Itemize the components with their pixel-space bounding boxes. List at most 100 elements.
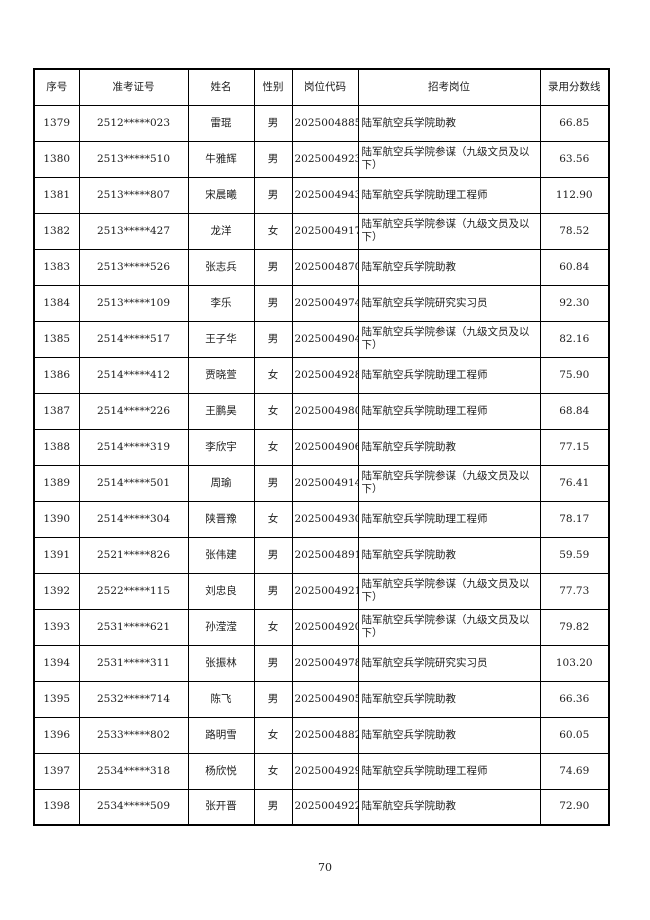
seq-cell: 1390 bbox=[33, 500, 80, 538]
exam-id-cell: 2522*****115 bbox=[78, 572, 189, 610]
gender-cell: 女 bbox=[253, 716, 293, 754]
score-cell: 103.20 bbox=[539, 644, 610, 682]
position-cell: 陆军航空兵学院助理工程师 bbox=[357, 176, 541, 214]
exam-id-cell: 2514*****412 bbox=[78, 356, 189, 394]
code-cell: 2025004885 bbox=[291, 104, 359, 142]
position-cell: 陆军航空兵学院助理工程师 bbox=[357, 356, 541, 394]
name-cell: 张志兵 bbox=[187, 248, 255, 286]
gender-cell: 男 bbox=[253, 140, 293, 178]
col-header-position: 招考岗位 bbox=[357, 68, 541, 106]
exam-id-cell: 2513*****510 bbox=[78, 140, 189, 178]
exam-id-cell: 2533*****802 bbox=[78, 716, 189, 754]
gender-cell: 男 bbox=[253, 572, 293, 610]
seq-cell: 1380 bbox=[33, 140, 80, 178]
name-cell: 宋晨曦 bbox=[187, 176, 255, 214]
code-cell: 2025004914 bbox=[291, 464, 359, 502]
seq-cell: 1394 bbox=[33, 644, 80, 682]
position-cell: 陆军航空兵学院助理工程师 bbox=[357, 392, 541, 430]
score-cell: 78.17 bbox=[539, 500, 610, 538]
table-row: 1394 2531*****311 张振林 男 2025004978 陆军航空兵… bbox=[33, 644, 610, 682]
name-cell: 龙洋 bbox=[187, 212, 255, 250]
exam-id-cell: 2513*****427 bbox=[78, 212, 189, 250]
code-cell: 2025004929 bbox=[291, 752, 359, 790]
score-cell: 68.84 bbox=[539, 392, 610, 430]
name-cell: 陕晋豫 bbox=[187, 500, 255, 538]
exam-id-cell: 2531*****621 bbox=[78, 608, 189, 646]
gender-cell: 男 bbox=[253, 104, 293, 142]
table-header: 序号 准考证号 姓名 性别 岗位代码 招考岗位 录用分数线 bbox=[33, 68, 610, 106]
seq-cell: 1387 bbox=[33, 392, 80, 430]
table-row: 1395 2532*****714 陈飞 男 2025004905 陆军航空兵学… bbox=[33, 680, 610, 718]
score-cell: 72.90 bbox=[539, 788, 610, 826]
position-cell: 陆军航空兵学院参谋（九级文员及以下） bbox=[357, 212, 541, 250]
seq-cell: 1382 bbox=[33, 212, 80, 250]
gender-cell: 女 bbox=[253, 500, 293, 538]
score-cell: 74.69 bbox=[539, 752, 610, 790]
position-cell: 陆军航空兵学院参谋（九级文员及以下） bbox=[357, 320, 541, 358]
code-cell: 2025004920 bbox=[291, 608, 359, 646]
position-cell: 陆军航空兵学院助教 bbox=[357, 680, 541, 718]
code-cell: 2025004978 bbox=[291, 644, 359, 682]
exam-id-cell: 2513*****109 bbox=[78, 284, 189, 322]
score-cell: 112.90 bbox=[539, 176, 610, 214]
table-row: 1381 2513*****807 宋晨曦 男 2025004943 陆军航空兵… bbox=[33, 176, 610, 214]
col-header-code: 岗位代码 bbox=[291, 68, 359, 106]
position-cell: 陆军航空兵学院参谋（九级文员及以下） bbox=[357, 140, 541, 178]
seq-cell: 1381 bbox=[33, 176, 80, 214]
score-cell: 77.73 bbox=[539, 572, 610, 610]
score-cell: 76.41 bbox=[539, 464, 610, 502]
table-row: 1385 2514*****517 王子华 男 2025004904 陆军航空兵… bbox=[33, 320, 610, 358]
score-cell: 82.16 bbox=[539, 320, 610, 358]
score-cell: 78.52 bbox=[539, 212, 610, 250]
name-cell: 张开晋 bbox=[187, 788, 255, 826]
table-row: 1391 2521*****826 张伟建 男 2025004891 陆军航空兵… bbox=[33, 536, 610, 574]
code-cell: 2025004906 bbox=[291, 428, 359, 466]
exam-id-cell: 2514*****226 bbox=[78, 392, 189, 430]
code-cell: 2025004923 bbox=[291, 140, 359, 178]
seq-cell: 1384 bbox=[33, 284, 80, 322]
name-cell: 贾晓萱 bbox=[187, 356, 255, 394]
name-cell: 陈飞 bbox=[187, 680, 255, 718]
col-header-seq: 序号 bbox=[33, 68, 80, 106]
table-row: 1387 2514*****226 王鹏昊 女 2025004980 陆军航空兵… bbox=[33, 392, 610, 430]
score-cell: 92.30 bbox=[539, 284, 610, 322]
table-row: 1382 2513*****427 龙洋 女 2025004917 陆军航空兵学… bbox=[33, 212, 610, 250]
score-cell: 66.85 bbox=[539, 104, 610, 142]
name-cell: 张伟建 bbox=[187, 536, 255, 574]
table-row: 1397 2534*****318 杨欣悦 女 2025004929 陆军航空兵… bbox=[33, 752, 610, 790]
exam-id-cell: 2532*****714 bbox=[78, 680, 189, 718]
code-cell: 2025004870 bbox=[291, 248, 359, 286]
gender-cell: 男 bbox=[253, 284, 293, 322]
col-header-name: 姓名 bbox=[187, 68, 255, 106]
seq-cell: 1385 bbox=[33, 320, 80, 358]
name-cell: 路明雪 bbox=[187, 716, 255, 754]
seq-cell: 1396 bbox=[33, 716, 80, 754]
code-cell: 2025004882 bbox=[291, 716, 359, 754]
exam-id-cell: 2534*****509 bbox=[78, 788, 189, 826]
position-cell: 陆军航空兵学院助教 bbox=[357, 716, 541, 754]
gender-cell: 男 bbox=[253, 248, 293, 286]
code-cell: 2025004905 bbox=[291, 680, 359, 718]
col-header-gender: 性别 bbox=[253, 68, 293, 106]
score-cell: 59.59 bbox=[539, 536, 610, 574]
position-cell: 陆军航空兵学院助理工程师 bbox=[357, 752, 541, 790]
score-cell: 60.84 bbox=[539, 248, 610, 286]
gender-cell: 男 bbox=[253, 464, 293, 502]
position-cell: 陆军航空兵学院研究实习员 bbox=[357, 284, 541, 322]
score-cell: 75.90 bbox=[539, 356, 610, 394]
table-row: 1389 2514*****501 周瑜 男 2025004914 陆军航空兵学… bbox=[33, 464, 610, 502]
seq-cell: 1383 bbox=[33, 248, 80, 286]
exam-id-cell: 2514*****517 bbox=[78, 320, 189, 358]
admission-score-table: 序号 准考证号 姓名 性别 岗位代码 招考岗位 录用分数线 1379 2512*… bbox=[33, 68, 610, 826]
seq-cell: 1398 bbox=[33, 788, 80, 826]
name-cell: 刘忠良 bbox=[187, 572, 255, 610]
table-row: 1380 2513*****510 牛雅辉 男 2025004923 陆军航空兵… bbox=[33, 140, 610, 178]
header-row: 序号 准考证号 姓名 性别 岗位代码 招考岗位 录用分数线 bbox=[33, 68, 610, 106]
seq-cell: 1388 bbox=[33, 428, 80, 466]
seq-cell: 1391 bbox=[33, 536, 80, 574]
col-header-exam-id: 准考证号 bbox=[78, 68, 189, 106]
seq-cell: 1397 bbox=[33, 752, 80, 790]
name-cell: 牛雅辉 bbox=[187, 140, 255, 178]
table-row: 1388 2514*****319 李欣宇 女 2025004906 陆军航空兵… bbox=[33, 428, 610, 466]
